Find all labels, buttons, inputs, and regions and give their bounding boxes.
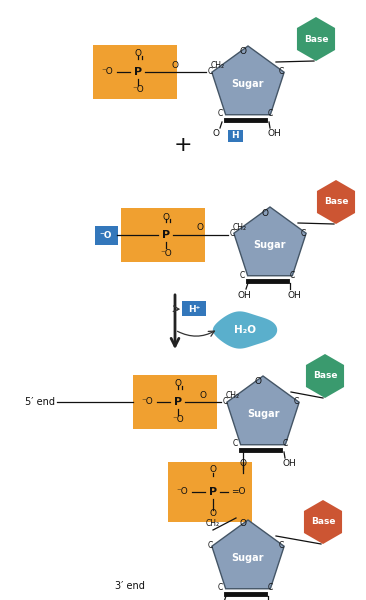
Text: P: P: [174, 397, 182, 407]
Text: O: O: [175, 379, 182, 389]
Text: O: O: [199, 391, 206, 400]
Text: C: C: [279, 67, 284, 76]
Text: ⁻O: ⁻O: [100, 230, 112, 239]
Text: Sugar: Sugar: [247, 409, 279, 419]
Text: CH₂: CH₂: [206, 520, 220, 529]
Text: CH₂: CH₂: [226, 391, 240, 400]
Text: ⁻O: ⁻O: [132, 85, 144, 94]
Text: ⁻O: ⁻O: [160, 248, 172, 257]
Text: C: C: [294, 397, 299, 407]
Text: CH₂: CH₂: [211, 61, 225, 70]
Polygon shape: [304, 500, 342, 544]
Text: OH: OH: [237, 290, 251, 299]
Polygon shape: [212, 46, 284, 115]
Text: ⁻O: ⁻O: [176, 487, 188, 496]
Text: OH: OH: [267, 130, 281, 139]
FancyBboxPatch shape: [94, 226, 117, 245]
Text: O: O: [239, 520, 246, 529]
Text: Base: Base: [324, 197, 348, 206]
Text: C: C: [300, 229, 306, 238]
Text: ⁻O: ⁻O: [101, 67, 113, 76]
Text: O: O: [239, 460, 246, 469]
FancyBboxPatch shape: [93, 45, 177, 99]
Text: C: C: [217, 583, 223, 593]
Text: O: O: [172, 61, 179, 70]
Polygon shape: [227, 376, 299, 445]
Text: H: H: [231, 130, 239, 139]
Text: O: O: [134, 49, 142, 58]
Text: C: C: [229, 229, 235, 238]
FancyBboxPatch shape: [182, 301, 206, 316]
Text: +: +: [174, 135, 192, 155]
Text: Sugar: Sugar: [254, 240, 286, 250]
Text: C: C: [208, 67, 213, 76]
Text: CH₂: CH₂: [233, 223, 247, 232]
Polygon shape: [297, 17, 335, 61]
Polygon shape: [212, 520, 284, 589]
Text: =O: =O: [231, 487, 245, 497]
FancyBboxPatch shape: [133, 375, 217, 429]
Text: H₂O: H₂O: [234, 325, 256, 335]
Text: C: C: [223, 397, 228, 407]
FancyBboxPatch shape: [228, 130, 243, 142]
FancyBboxPatch shape: [168, 462, 252, 522]
Text: H⁺: H⁺: [188, 304, 200, 313]
Text: OH: OH: [287, 290, 301, 299]
Text: O: O: [163, 212, 169, 221]
Text: 3′ end: 3′ end: [115, 581, 145, 591]
Text: O: O: [254, 377, 261, 386]
Text: P: P: [162, 230, 170, 240]
Text: O: O: [213, 130, 220, 139]
Text: O: O: [209, 509, 217, 518]
Text: C: C: [279, 541, 284, 551]
Text: C: C: [268, 583, 273, 593]
Text: C: C: [268, 109, 273, 118]
Polygon shape: [213, 311, 277, 349]
Text: ⁻O: ⁻O: [172, 415, 184, 425]
Text: Base: Base: [311, 517, 335, 527]
Text: ⁻O: ⁻O: [141, 397, 153, 406]
Text: O: O: [261, 208, 269, 217]
Text: C: C: [290, 271, 295, 280]
FancyBboxPatch shape: [121, 208, 205, 262]
Text: C: C: [208, 541, 213, 551]
Polygon shape: [306, 354, 344, 398]
Text: OH: OH: [282, 460, 296, 469]
Text: 5′ end: 5′ end: [25, 397, 55, 407]
Text: O: O: [239, 47, 246, 56]
Polygon shape: [317, 180, 355, 224]
Text: P: P: [134, 67, 142, 77]
Polygon shape: [234, 207, 306, 276]
Text: Base: Base: [304, 34, 328, 43]
Text: C: C: [232, 439, 238, 449]
Text: Base: Base: [313, 371, 337, 380]
Text: C: C: [239, 271, 244, 280]
Text: C: C: [283, 439, 288, 449]
Text: O: O: [197, 223, 203, 232]
Text: C: C: [217, 109, 223, 118]
Text: O: O: [209, 466, 217, 475]
Text: Sugar: Sugar: [232, 553, 264, 563]
Text: Sugar: Sugar: [232, 79, 264, 89]
Text: P: P: [209, 487, 217, 497]
